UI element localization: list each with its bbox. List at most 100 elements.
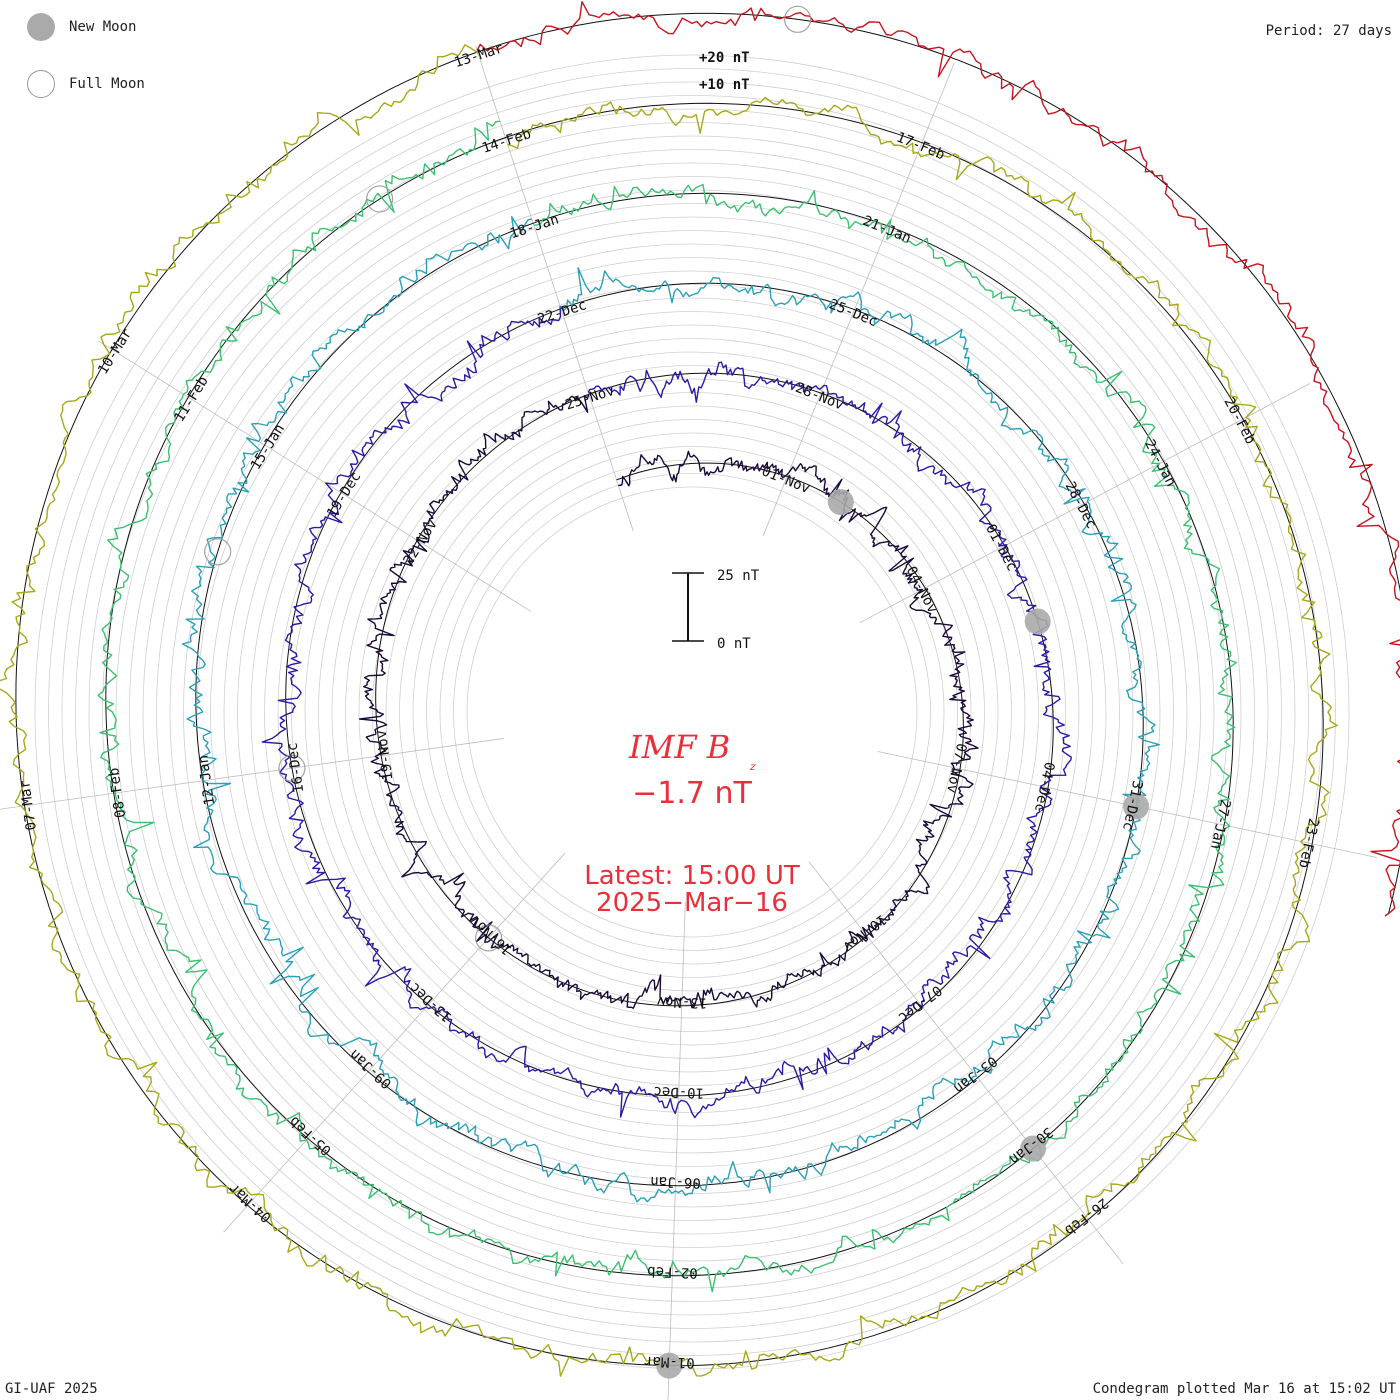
grid-ring — [304, 324, 1080, 1100]
grid-spoke — [98, 340, 532, 612]
grid-ring — [358, 378, 1026, 1046]
grid-ring — [183, 203, 1201, 1221]
date-label: 07-Dec — [895, 982, 945, 1026]
date-label: 16-Dec — [285, 742, 308, 794]
rotation-trace-1 — [359, 393, 979, 1009]
grid-ring — [372, 392, 1012, 1032]
new-moon-marker — [827, 489, 854, 516]
grid-ring — [331, 351, 1053, 1073]
date-label: 22-Nov — [400, 517, 440, 568]
scale-top-label: 25 nT — [717, 568, 760, 584]
date-label: 07-Mar — [17, 779, 40, 831]
grid-ring — [102, 122, 1282, 1302]
grid-ring — [115, 135, 1269, 1289]
date-label: 19-Nov — [374, 729, 397, 781]
center-readout: IMF B z −1.7 nT Latest: 15:00 UT 2025−Ma… — [584, 728, 800, 918]
date-label: 28-Nov — [793, 380, 846, 414]
grid-ring — [412, 432, 972, 992]
new-moon-marker — [1020, 1135, 1047, 1162]
grid-ring — [196, 216, 1188, 1208]
grid-ring — [48, 68, 1336, 1356]
grid-ring — [385, 405, 999, 1019]
date-label: 13-Nov — [656, 993, 707, 1011]
grid-spoke — [223, 852, 566, 1233]
grid-spoke — [859, 383, 1311, 624]
credit-label: GI-UAF 2025 — [5, 1381, 98, 1397]
date-label: 02-Feb — [647, 1263, 698, 1281]
grid-spoke — [0, 738, 504, 810]
date-label: 01-Mar — [644, 1353, 695, 1371]
date-label: 03-Jan — [950, 1053, 1000, 1097]
grid-spoke — [808, 861, 1124, 1264]
rotation-trace-5 — [0, 44, 1338, 1377]
grid-ring — [426, 446, 958, 978]
grid-ring — [223, 243, 1161, 1181]
ring-scale-label-10: +10 nT — [699, 77, 750, 93]
scale-bar: 25 nT 0 nT — [672, 568, 760, 652]
grid-ring — [156, 176, 1228, 1248]
latest-date: 2025−Mar−16 — [596, 888, 788, 918]
legend-new-moon-label: New Moon — [69, 19, 137, 35]
grid-ring — [264, 284, 1120, 1140]
date-label: 18-Jan — [508, 212, 561, 243]
date-label: 12-Jan — [195, 754, 218, 806]
grid-ring — [129, 149, 1255, 1275]
date-label: 15-Jan — [248, 421, 288, 472]
new-moon-marker — [1123, 793, 1150, 820]
grid-spoke — [475, 46, 634, 532]
grid-ring — [466, 486, 918, 938]
grid-ring — [277, 297, 1107, 1127]
grid-ring — [399, 419, 985, 1005]
full-moon-marker — [366, 185, 394, 213]
rotation-trace-3 — [181, 216, 1160, 1203]
grid-ring — [88, 108, 1296, 1316]
grid-ring — [61, 81, 1323, 1343]
baseline-spiral — [15, 12, 1400, 1367]
grid-spoke — [762, 62, 955, 536]
rotation-trace-6 — [476, 1, 1400, 917]
date-label: 05-Feb — [287, 1113, 335, 1159]
new-moon-marker — [1024, 608, 1051, 635]
date-label: 17-Feb — [894, 130, 947, 164]
radial-grid — [0, 46, 1377, 1400]
legend-full-moon: Full Moon — [27, 70, 145, 98]
date-label: 10-Dec — [653, 1083, 704, 1101]
date-label: 27-Jan — [1207, 798, 1233, 851]
date-labels: 01-Nov04-Nov07-Nov10-Nov13-Nov16-Nov19-N… — [17, 40, 1321, 1370]
grid-ring — [34, 54, 1350, 1370]
date-label: 21-Jan — [860, 213, 913, 247]
plotted-label: Condegram plotted Mar 16 at 15:02 UT — [1092, 1381, 1396, 1397]
latest-time: Latest: 15:00 UT — [584, 861, 800, 891]
grid-ring — [75, 95, 1309, 1329]
date-label: 20-Feb — [1220, 395, 1258, 447]
date-label: 13-Mar — [452, 40, 505, 71]
full-moon-marker — [278, 754, 306, 782]
new-moon-icon — [27, 13, 55, 41]
legend-full-moon-label: Full Moon — [69, 76, 145, 92]
date-label: 23-Feb — [1295, 817, 1321, 870]
scale-bottom-label: 0 nT — [717, 636, 751, 652]
center-title-subscript: z — [749, 762, 756, 773]
rotation-trace-4 — [97, 120, 1237, 1293]
grid-ring — [318, 338, 1066, 1086]
date-label: 11-Feb — [171, 374, 211, 425]
legend-new-moon: New Moon — [27, 13, 136, 41]
date-label: 22-Dec — [536, 297, 589, 328]
full-moon-marker — [783, 5, 812, 33]
date-label: 08-Feb — [106, 767, 129, 819]
full-moon-marker — [474, 924, 503, 952]
moon-markers — [204, 5, 1150, 1379]
full-moon-icon — [27, 70, 55, 98]
grid-ring — [439, 459, 945, 965]
date-label: 13-Dec — [407, 979, 455, 1025]
grid-ring — [250, 270, 1134, 1154]
grid-ring — [237, 257, 1147, 1167]
new-moon-marker — [656, 1352, 683, 1379]
ring-scale-label-20: +20 nT — [699, 50, 750, 66]
reference-rings — [15, 12, 1400, 1367]
grid-ring — [453, 473, 931, 951]
date-label: 28-Dec — [1062, 479, 1100, 531]
full-moon-marker — [204, 538, 232, 566]
